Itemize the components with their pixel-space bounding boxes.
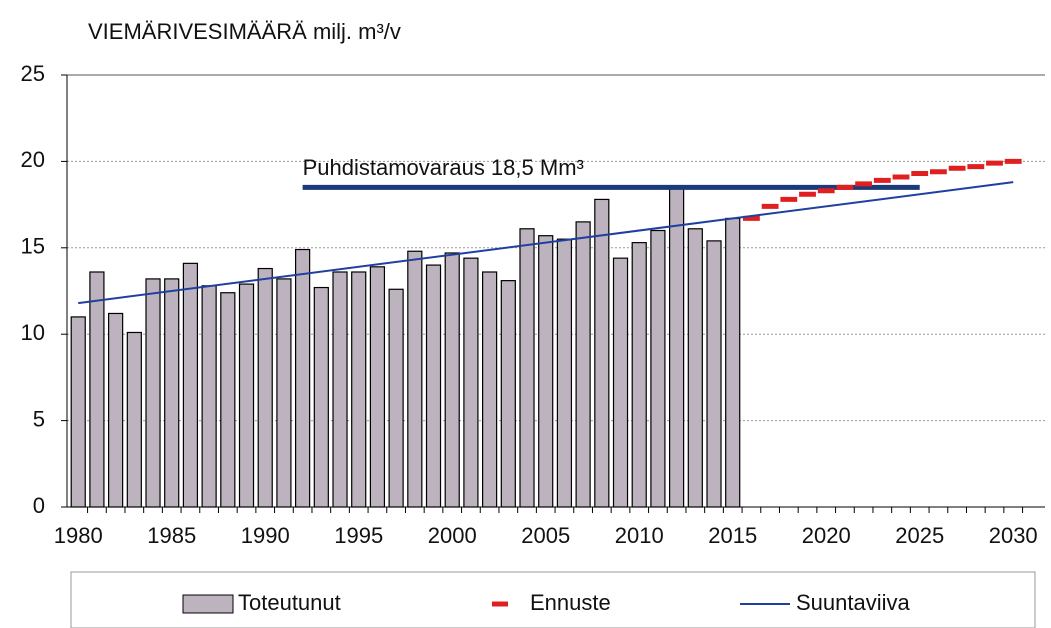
bar (145, 278, 161, 508)
bar (164, 278, 180, 508)
bar (407, 250, 423, 508)
bar (182, 262, 199, 508)
bar (369, 266, 386, 508)
reference-label: Puhdistamovaraus 18,5 Mm³ (303, 155, 584, 180)
x-tick-label: 2010 (615, 523, 664, 548)
bar (500, 280, 516, 508)
bar (351, 271, 367, 508)
y-tick-label: 20 (21, 147, 45, 172)
x-tick-label: 2030 (989, 523, 1038, 548)
bar (725, 217, 741, 508)
x-tick-label: 1995 (334, 523, 383, 548)
x-tick-label: 1990 (241, 523, 290, 548)
bar (108, 312, 124, 508)
chart-title: VIEMÄRIVESIMÄÄRÄ milj. m³/v (88, 19, 401, 44)
bar (594, 198, 610, 508)
bar (388, 288, 404, 508)
bar (313, 286, 329, 508)
x-tick-label: 2015 (708, 523, 757, 548)
bar (687, 228, 703, 508)
x-tick-label: 2020 (802, 523, 851, 548)
bar (257, 267, 273, 508)
bar (538, 235, 554, 508)
bar (575, 221, 591, 508)
bar (519, 228, 535, 508)
y-tick-label: 25 (21, 61, 45, 86)
legend-swatch (182, 594, 234, 614)
bar (238, 283, 255, 508)
bar (276, 278, 292, 508)
y-tick-label: 10 (21, 320, 45, 345)
bar (201, 285, 217, 508)
bar (482, 271, 498, 508)
y-tick-label: 5 (33, 406, 45, 431)
x-tick-label: 2000 (428, 523, 477, 548)
bar (444, 252, 460, 508)
bar (650, 229, 666, 508)
bar (463, 257, 479, 508)
bar (669, 184, 685, 508)
x-tick-label: 2005 (521, 523, 570, 548)
x-tick-label: 2025 (895, 523, 944, 548)
legend-label: Toteutunut (238, 590, 341, 615)
bar (295, 248, 311, 508)
trend-line (78, 181, 1014, 305)
bar (556, 238, 573, 508)
y-tick-label: 0 (33, 493, 45, 518)
bar (70, 316, 86, 508)
x-tick-label: 1985 (147, 523, 196, 548)
bar (425, 264, 442, 508)
legend-label: Ennuste (530, 590, 611, 615)
legend-label: Suuntaviiva (796, 590, 911, 615)
bar (706, 240, 722, 508)
bar (631, 242, 647, 508)
bar (89, 271, 105, 508)
bar (220, 292, 236, 508)
y-tick-label: 15 (21, 234, 45, 259)
x-tick-label: 1980 (54, 523, 103, 548)
bar (126, 331, 142, 508)
bar (612, 257, 629, 508)
bar (332, 271, 348, 508)
